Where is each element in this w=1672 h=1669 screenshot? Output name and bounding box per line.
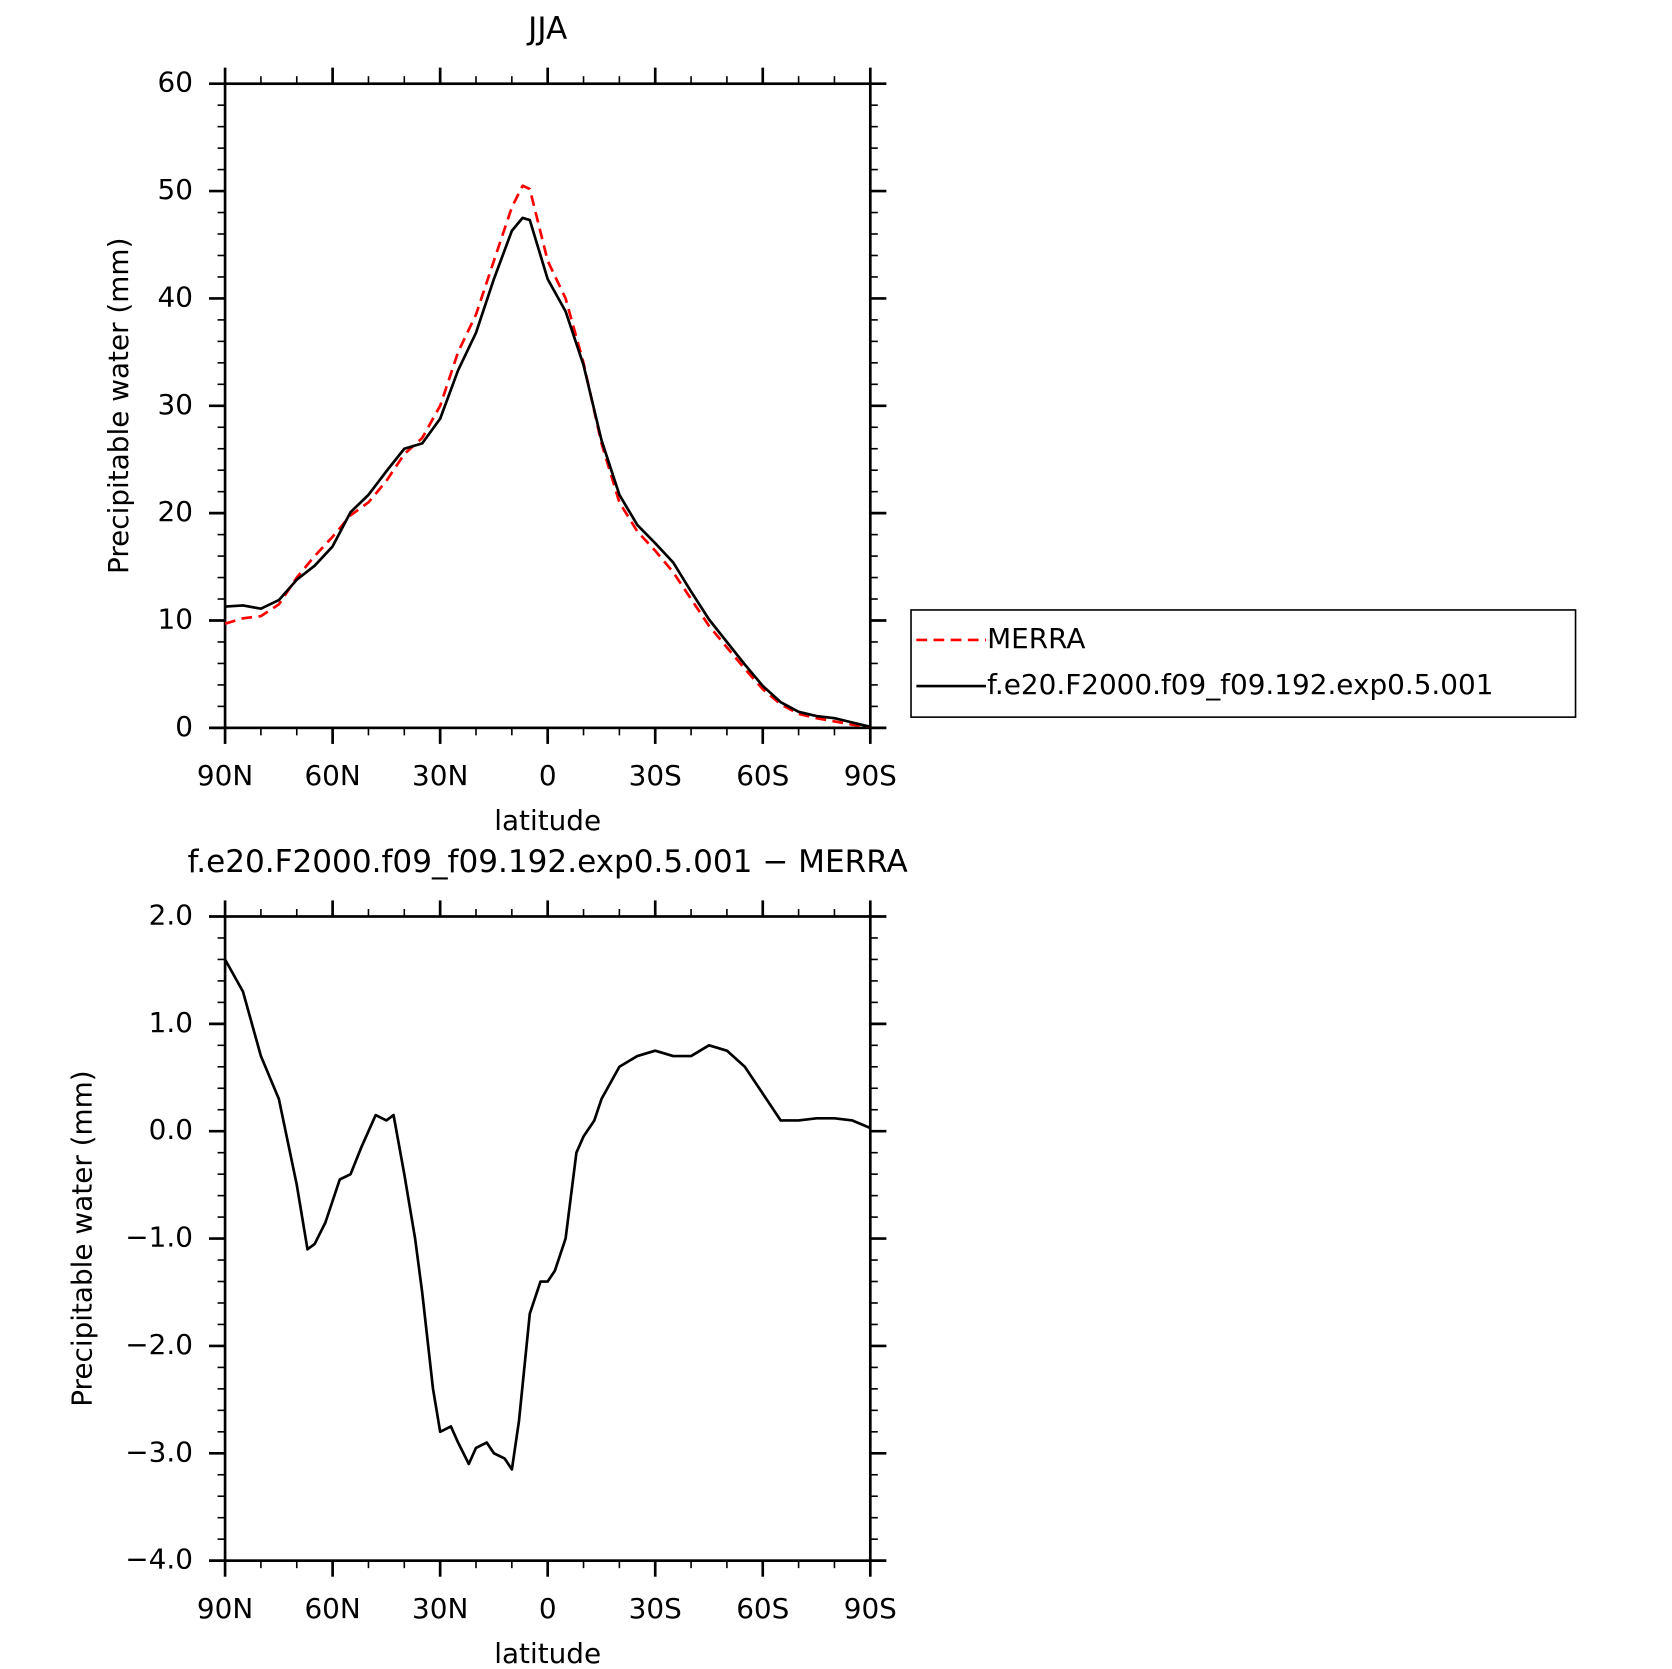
x-tick-label: 30S [629,1592,682,1625]
data-line [224,184,871,729]
y-tick-label: 60 [157,66,192,99]
y-tick-label: −1.0 [125,1221,193,1254]
data-line [223,958,871,1471]
x-tick-label: 60S [736,759,789,792]
legend-box [910,609,1577,718]
legend-label: MERRA [987,622,1085,655]
x-tick-label: 90S [844,1592,897,1625]
y-tick-label: 10 [157,602,192,635]
y-tick-label: 0 [175,710,193,743]
x-tick-label: 0 [539,759,557,792]
y-tick-label: −3.0 [125,1435,193,1468]
chart-title: f.e20.F2000.f09_f09.192.exp0.5.001 − MER… [188,844,908,880]
x-tick-label: 90S [844,759,897,792]
y-axis-label: Precipitable water (mm) [66,1070,99,1406]
y-tick-label: −2.0 [125,1328,193,1361]
x-tick-label: 60N [304,759,360,792]
chart-title: JJA [526,11,567,47]
x-axis-label: latitude [494,1637,601,1669]
y-tick-label: 2.0 [149,898,193,931]
x-tick-label: 30N [412,1592,468,1625]
x-tick-label: 90N [197,759,253,792]
data-line [224,216,871,729]
x-tick-label: 30S [629,759,682,792]
plot-frame [223,915,872,1562]
x-axis-label: latitude [494,804,601,837]
y-axis-label: Precipitable water (mm) [102,238,135,574]
x-tick-label: 60S [736,1592,789,1625]
x-tick-label: 60N [304,1592,360,1625]
y-tick-label: 40 [157,280,192,313]
x-tick-label: 0 [539,1592,557,1625]
y-tick-label: −4.0 [125,1543,193,1576]
plot-frame [223,82,872,730]
x-tick-label: 90N [197,1592,253,1625]
y-tick-label: 1.0 [149,1006,193,1039]
y-tick-label: 30 [157,388,192,421]
y-tick-label: 0.0 [149,1113,193,1146]
x-tick-label: 30N [412,759,468,792]
legend-label: f.e20.F2000.f09_f09.192.exp0.5.001 [987,668,1493,701]
y-tick-label: 50 [157,173,192,206]
y-tick-label: 20 [157,495,192,528]
